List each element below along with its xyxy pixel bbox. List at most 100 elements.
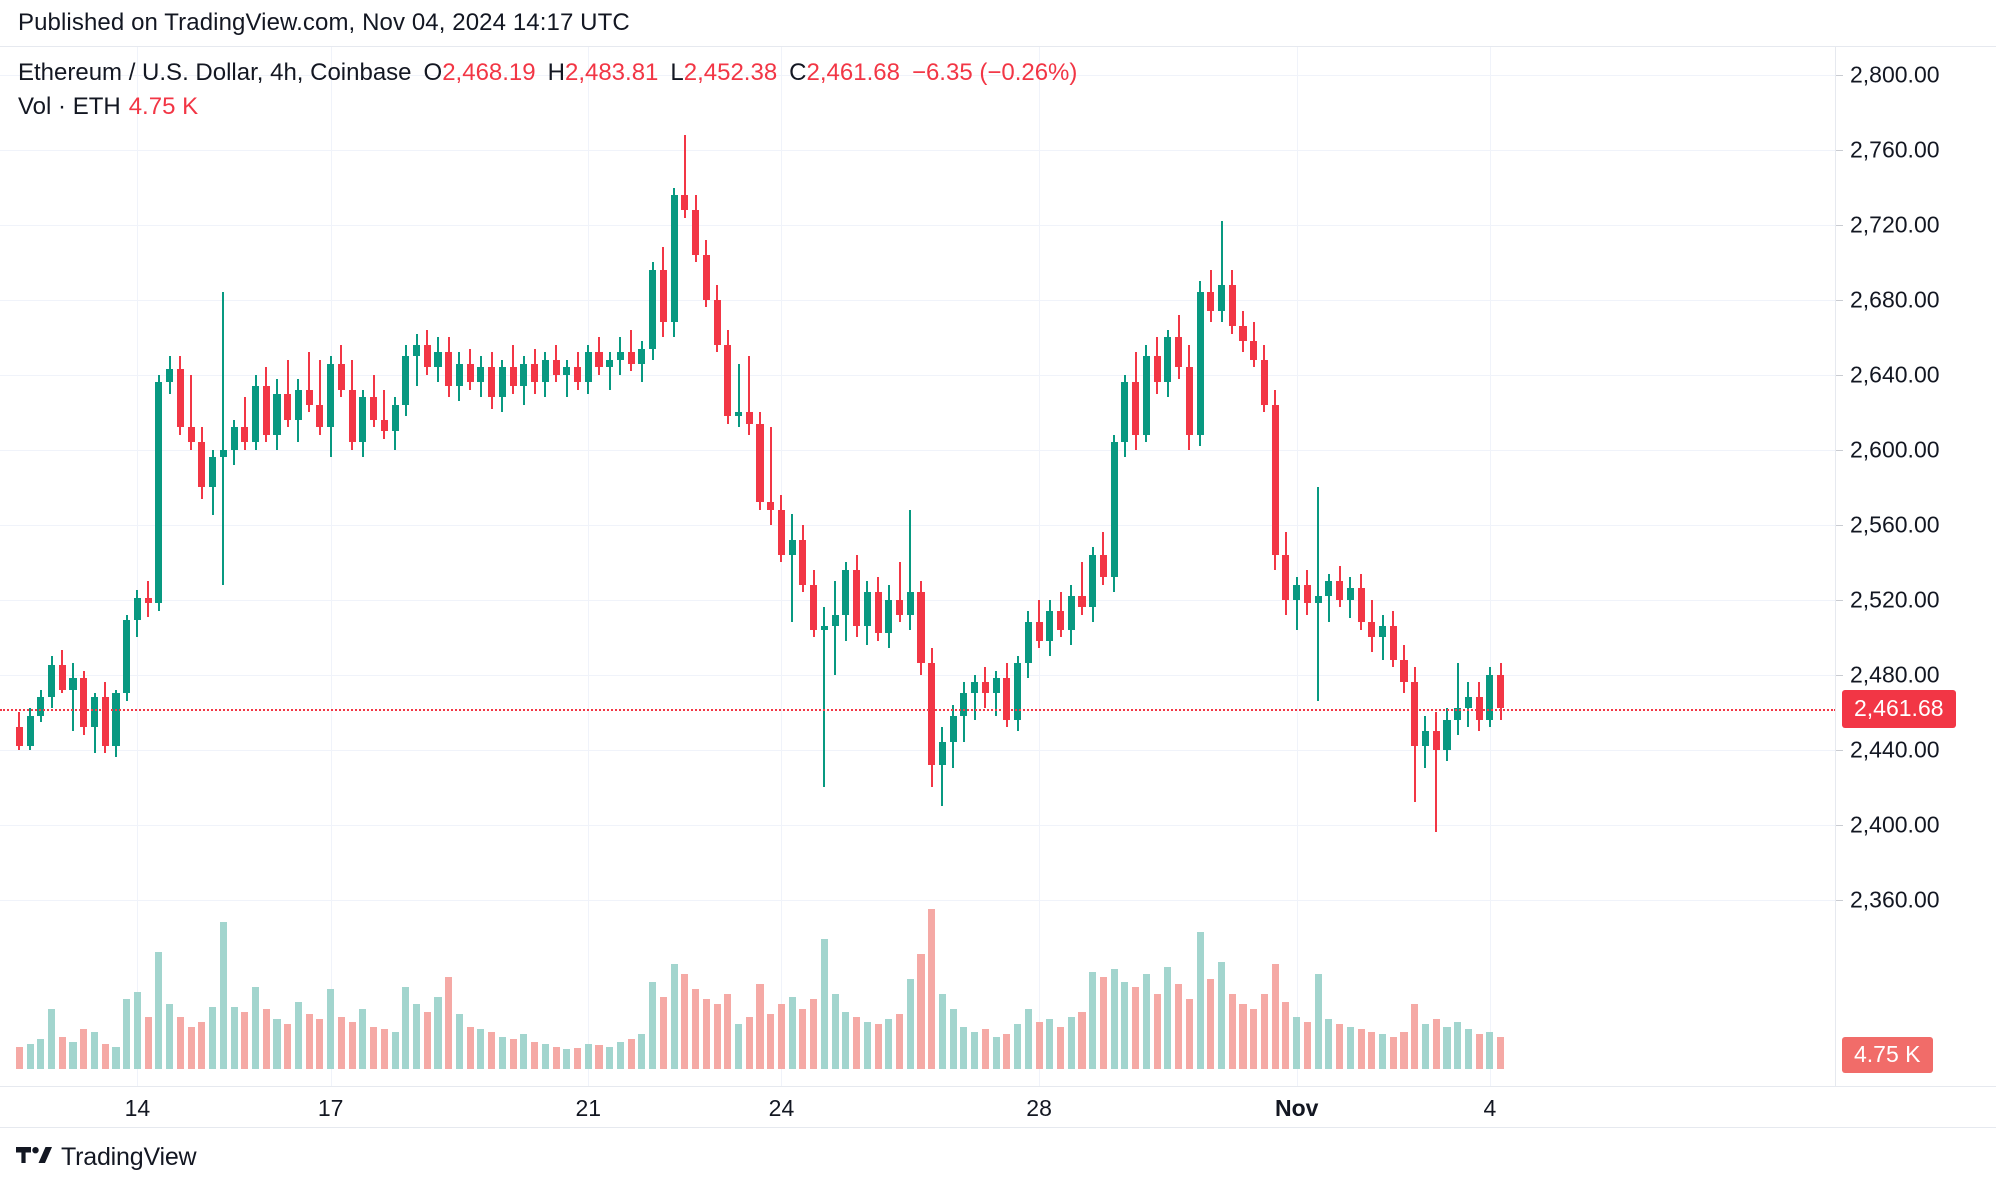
volume-bar xyxy=(1164,966,1172,1069)
volume-bar xyxy=(15,1046,23,1069)
candle-body xyxy=(48,665,56,698)
price-tick-label: 2,400.00 xyxy=(1850,811,1940,838)
volume-bar xyxy=(155,951,163,1069)
candle-body xyxy=(692,210,700,255)
candle-body xyxy=(606,359,614,368)
volume-bar xyxy=(1282,1001,1290,1069)
candle-body xyxy=(423,344,431,368)
volume-label[interactable]: Vol · ETH xyxy=(18,92,121,120)
price-tick-label: 2,760.00 xyxy=(1850,136,1940,163)
gridline-vertical xyxy=(331,47,332,1086)
price-tick-mark xyxy=(1836,899,1843,901)
candle-body xyxy=(1421,730,1430,746)
price-tick-mark xyxy=(1836,150,1843,152)
chart-pane[interactable]: Ethereum / U.S. Dollar, 4h, Coinbase O2,4… xyxy=(0,46,1836,1086)
published-bar: Published on TradingView.com, Nov 04, 20… xyxy=(0,0,1996,46)
candle-body xyxy=(1464,697,1472,709)
volume-bar xyxy=(1014,1024,1022,1069)
time-tick-label: Nov xyxy=(1274,1095,1319,1121)
candle-body xyxy=(1218,284,1226,312)
footer-brand[interactable]: TradingView xyxy=(16,1143,197,1172)
volume-bar xyxy=(820,939,828,1069)
volume-bar xyxy=(1368,1031,1376,1069)
volume-bar xyxy=(112,1046,120,1069)
volume-bar xyxy=(1121,981,1129,1069)
gridline-vertical xyxy=(588,47,589,1086)
volume-bar xyxy=(606,1046,614,1069)
volume-bar xyxy=(90,1031,99,1069)
price-tick-label: 2,600.00 xyxy=(1850,436,1940,463)
candle-body xyxy=(1379,625,1387,638)
volume-bar xyxy=(853,1016,861,1069)
candle-body xyxy=(1432,730,1440,750)
gridline-horizontal xyxy=(0,374,1835,376)
candle-wick xyxy=(1317,487,1320,701)
candle-body xyxy=(144,597,152,604)
candle-wick xyxy=(630,329,633,372)
candle-body xyxy=(1497,674,1505,709)
current-volume-badge[interactable]: 4.75 K xyxy=(1842,1037,1933,1073)
volume-bar xyxy=(938,994,946,1069)
volume-bar xyxy=(584,1044,592,1069)
volume-bar xyxy=(1486,1031,1494,1069)
price-tick-mark xyxy=(1836,674,1843,676)
candle-body xyxy=(133,597,141,621)
candle-body xyxy=(1336,581,1344,600)
candle-body xyxy=(552,359,560,375)
candle-body xyxy=(595,352,603,368)
volume-bar xyxy=(1475,1034,1483,1069)
candle-body xyxy=(831,614,839,626)
candle-body xyxy=(713,299,721,345)
candle-body xyxy=(1486,674,1494,720)
candle-body xyxy=(359,397,367,443)
gridline-vertical xyxy=(1039,47,1040,1086)
candle-body xyxy=(1014,663,1022,720)
candle-body xyxy=(1346,588,1354,600)
candle-body xyxy=(659,269,667,323)
gridline-vertical xyxy=(781,47,782,1086)
candle-wick xyxy=(308,352,311,413)
time-axis[interactable]: 14 17 21 24 28 Nov 4 xyxy=(0,1086,1996,1128)
symbol-title[interactable]: Ethereum / U.S. Dollar, 4h, Coinbase xyxy=(18,59,412,86)
candle-body xyxy=(810,584,818,630)
volume-bar xyxy=(788,996,796,1069)
volume-bar xyxy=(1196,931,1204,1069)
volume-bar xyxy=(466,1026,474,1069)
volume-bar xyxy=(434,996,442,1069)
candle-body xyxy=(767,502,775,510)
candle-body xyxy=(488,367,496,398)
volume-bar xyxy=(520,1034,528,1069)
volume-bar xyxy=(1421,1024,1430,1069)
candle-body xyxy=(434,352,442,368)
volume-bar xyxy=(1239,1004,1247,1069)
volume-bar xyxy=(26,1044,34,1069)
candle-body xyxy=(1121,382,1129,443)
volume-bar xyxy=(874,1024,882,1069)
time-tick-label: 14 xyxy=(124,1095,151,1121)
volume-bar xyxy=(831,994,839,1069)
candle-body xyxy=(928,663,936,765)
candle-wick xyxy=(834,581,837,675)
volume-bar xyxy=(1325,1019,1333,1069)
candle-body xyxy=(348,389,356,443)
candle-body xyxy=(1035,622,1043,641)
volume-bar xyxy=(1046,1019,1054,1069)
price-tick-mark xyxy=(1836,374,1843,376)
volume-bar xyxy=(423,1011,431,1069)
volume-bar xyxy=(595,1045,603,1069)
volume-bar xyxy=(810,999,818,1069)
candle-body xyxy=(1175,337,1183,368)
candle-body xyxy=(627,352,635,364)
current-price-badge[interactable]: 2,461.68 xyxy=(1842,690,1956,728)
volume-bar xyxy=(305,1014,313,1069)
volume-bar xyxy=(1218,961,1226,1069)
candle-body xyxy=(1153,356,1161,383)
candle-body xyxy=(112,693,120,746)
candle-body xyxy=(842,569,850,615)
price-axis[interactable]: 2,800.00 2,760.00 2,720.00 2,680.00 2,640.00… xyxy=(1836,46,1996,1086)
gridline-horizontal xyxy=(0,824,1835,826)
chart-legend[interactable]: Ethereum / U.S. Dollar, 4h, Coinbase O2,4… xyxy=(18,57,1077,122)
time-tick-label: 17 xyxy=(317,1095,344,1121)
volume-bar xyxy=(745,1016,753,1069)
volume-bar xyxy=(928,909,936,1069)
